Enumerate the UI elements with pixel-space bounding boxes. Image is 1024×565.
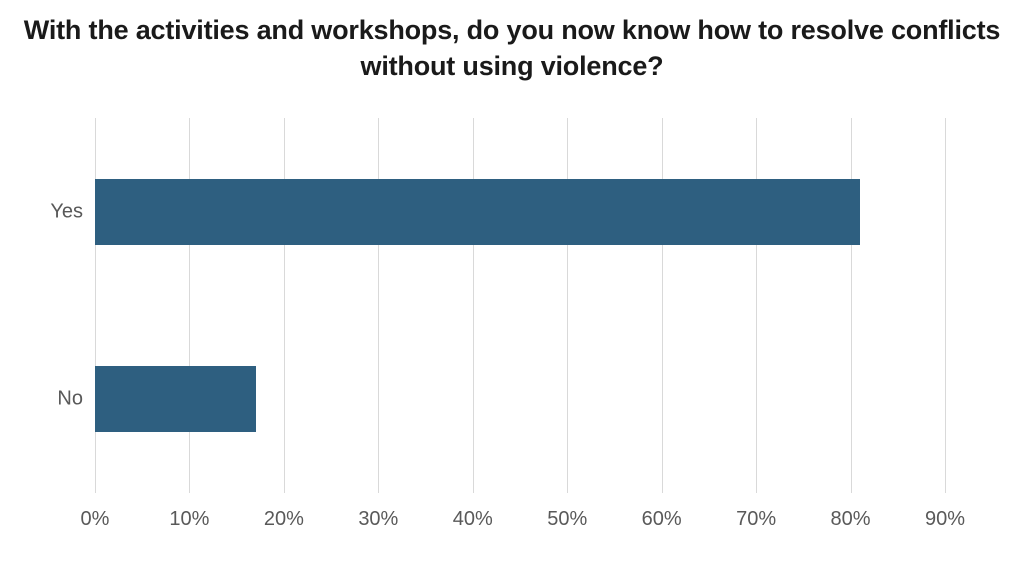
x-tick-label: 0%: [80, 508, 110, 530]
x-tick-label: 90%: [924, 508, 966, 530]
bar-no: [95, 366, 256, 433]
bar-yes: [95, 178, 860, 245]
category-label-yes: Yes: [50, 200, 83, 223]
x-tick-label: 30%: [358, 508, 399, 530]
plot-area: [95, 118, 946, 493]
gridline: [189, 118, 191, 493]
gridline: [945, 118, 946, 493]
x-tick-label: 40%: [452, 508, 493, 530]
x-tick-label: 50%: [547, 508, 588, 530]
gridline: [567, 118, 569, 493]
x-tick-label: 70%: [736, 508, 777, 530]
category-label-no: No: [57, 387, 83, 410]
gridline: [756, 118, 758, 493]
gridline: [378, 118, 380, 493]
chart-title: With the activities and workshops, do yo…: [23, 15, 1001, 81]
gridline: [95, 118, 96, 493]
gridline: [661, 118, 663, 493]
gridline: [850, 118, 852, 493]
x-tick-label: 60%: [641, 508, 682, 530]
x-tick-label: 20%: [263, 508, 304, 530]
gridline: [472, 118, 474, 493]
gridline: [283, 118, 285, 493]
x-tick-label: 80%: [830, 508, 871, 530]
x-tick-label: 10%: [169, 508, 210, 530]
